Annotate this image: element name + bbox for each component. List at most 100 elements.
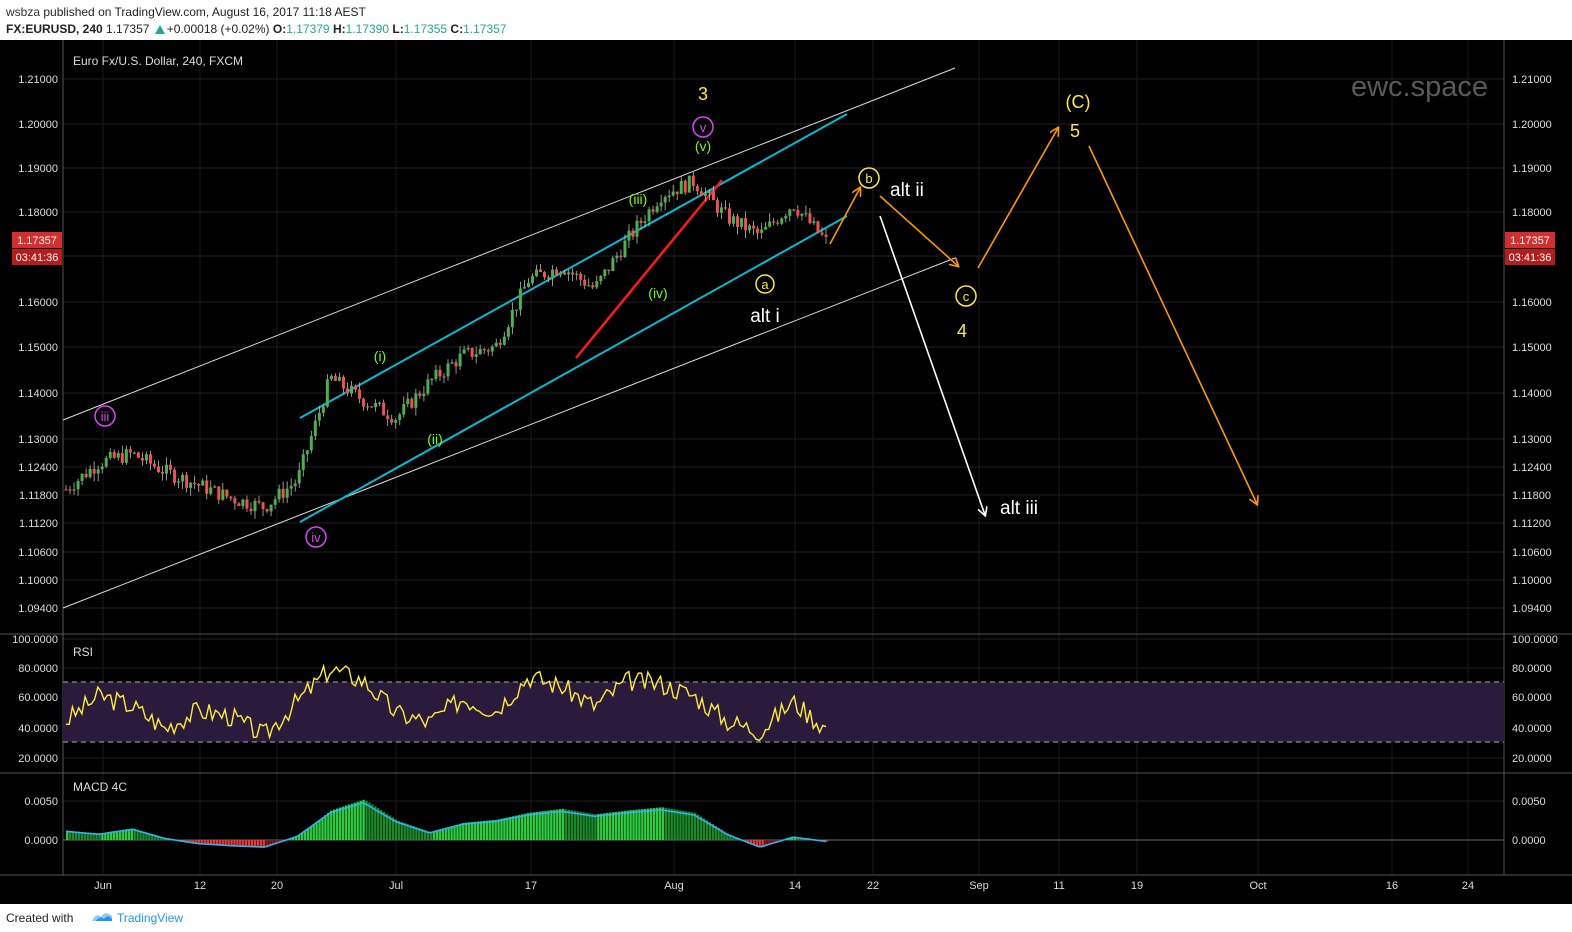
projection-arrows[interactable]	[829, 128, 1257, 515]
candle-body[interactable]	[249, 508, 253, 512]
candle-body[interactable]	[265, 509, 269, 512]
candle-body[interactable]	[341, 376, 345, 389]
candle-body[interactable]	[116, 453, 120, 458]
candle-body[interactable]	[538, 269, 542, 273]
inner-channel-lower[interactable]	[299, 215, 848, 523]
candle-body[interactable]	[740, 218, 744, 227]
alt-iii-label[interactable]: alt iii	[1000, 498, 1038, 519]
candle-body[interactable]	[454, 362, 458, 367]
candle-body[interactable]	[719, 207, 723, 213]
candle-body[interactable]	[760, 229, 764, 233]
candle-body[interactable]	[325, 379, 329, 407]
macd-signal-line[interactable]	[65, 802, 827, 848]
candle-body[interactable]	[394, 420, 398, 423]
candle-body[interactable]	[559, 272, 563, 275]
candle-body[interactable]	[374, 402, 378, 408]
candle-body[interactable]	[213, 486, 217, 488]
arrow-down-final[interactable]	[1088, 145, 1257, 504]
candle-body[interactable]	[269, 504, 273, 512]
candle-body[interactable]	[438, 369, 442, 377]
candle-body[interactable]	[723, 207, 727, 209]
candle-body[interactable]	[96, 469, 100, 474]
candle-body[interactable]	[104, 457, 108, 467]
candle-body[interactable]	[792, 209, 796, 211]
candle-body[interactable]	[362, 398, 366, 407]
candle-body[interactable]	[808, 213, 812, 224]
candle-body[interactable]	[301, 454, 305, 470]
candle-body[interactable]	[273, 499, 277, 505]
candle-body[interactable]	[354, 385, 358, 390]
candle-body[interactable]	[490, 346, 494, 352]
candle-body[interactable]	[824, 234, 828, 237]
candle-body[interactable]	[80, 473, 84, 481]
candle-body[interactable]	[796, 209, 800, 216]
candle-body[interactable]	[386, 415, 390, 420]
candle-body[interactable]	[124, 449, 128, 463]
candle-body[interactable]	[615, 255, 619, 259]
candle-body[interactable]	[587, 285, 591, 287]
candle-body[interactable]	[647, 209, 651, 222]
arrow-to-c[interactable]	[879, 195, 958, 266]
candle-body[interactable]	[699, 191, 703, 197]
chart-canvas[interactable]: 1.210001.200001.190001.180001.170001.160…	[0, 40, 1572, 904]
candle-body[interactable]	[571, 272, 575, 275]
wave-5-label[interactable]: 5	[1070, 121, 1080, 141]
candle-body[interactable]	[293, 483, 297, 487]
right-price-axis[interactable]: 1.210001.200001.190001.180001.170001.160…	[1512, 74, 1558, 847]
candle-body[interactable]	[446, 363, 450, 377]
red-trend-line[interactable]	[575, 179, 723, 359]
candle-body[interactable]	[253, 500, 257, 512]
tradingview-link[interactable]: TradingView	[117, 911, 184, 925]
candle-body[interactable]	[100, 466, 104, 470]
candle-body[interactable]	[84, 473, 88, 478]
candle-body[interactable]	[418, 393, 422, 397]
candle-body[interactable]	[317, 412, 321, 421]
candle-body[interactable]	[764, 226, 768, 230]
candle-body[interactable]	[671, 191, 675, 196]
macd-histogram[interactable]	[66, 799, 829, 848]
candle-body[interactable]	[120, 453, 124, 463]
candle-body[interactable]	[329, 375, 333, 380]
wave-iii-paren-label[interactable]: (iii)	[629, 191, 648, 207]
candle-body[interactable]	[675, 191, 679, 195]
candle-body[interactable]	[382, 402, 386, 416]
candle-body[interactable]	[579, 273, 583, 280]
wave-4-label[interactable]: 4	[957, 321, 967, 341]
candle-body[interactable]	[277, 488, 281, 500]
price-candles[interactable]	[64, 171, 828, 519]
arrow-to-5[interactable]	[977, 128, 1058, 269]
candle-body[interactable]	[205, 480, 209, 494]
candle-body[interactable]	[623, 240, 627, 258]
candle-body[interactable]	[466, 347, 470, 350]
candle-body[interactable]	[132, 452, 136, 454]
candle-body[interactable]	[526, 283, 530, 288]
candle-body[interactable]	[768, 221, 772, 227]
wave-iii-label[interactable]: iii	[101, 409, 110, 424]
candle-body[interactable]	[229, 496, 233, 499]
candle-body[interactable]	[92, 468, 96, 474]
candle-body[interactable]	[309, 436, 313, 451]
wave-labels[interactable]: iii iv (i) (ii) (iii) (iv) (v) v 3 a b c…	[94, 84, 1091, 548]
candle-body[interactable]	[337, 376, 341, 381]
candle-body[interactable]	[128, 449, 132, 453]
candle-body[interactable]	[663, 197, 667, 203]
candle-body[interactable]	[555, 269, 559, 275]
candle-body[interactable]	[64, 489, 68, 491]
candle-body[interactable]	[820, 232, 824, 235]
candle-body[interactable]	[402, 403, 406, 415]
candle-body[interactable]	[350, 385, 354, 394]
candle-body[interactable]	[165, 464, 169, 474]
candle-body[interactable]	[108, 451, 112, 458]
candle-body[interactable]	[474, 354, 478, 357]
candle-body[interactable]	[221, 489, 225, 500]
candle-body[interactable]	[209, 487, 213, 494]
candle-body[interactable]	[611, 258, 615, 271]
wave-C-label[interactable]: (C)	[1066, 92, 1091, 112]
candle-body[interactable]	[748, 225, 752, 231]
wave-c-label[interactable]: c	[963, 289, 970, 304]
candle-body[interactable]	[732, 216, 736, 224]
wave-ii-label[interactable]: (ii)	[427, 431, 443, 447]
candle-body[interactable]	[201, 480, 205, 486]
candle-body[interactable]	[691, 175, 695, 187]
candle-body[interactable]	[655, 206, 659, 212]
